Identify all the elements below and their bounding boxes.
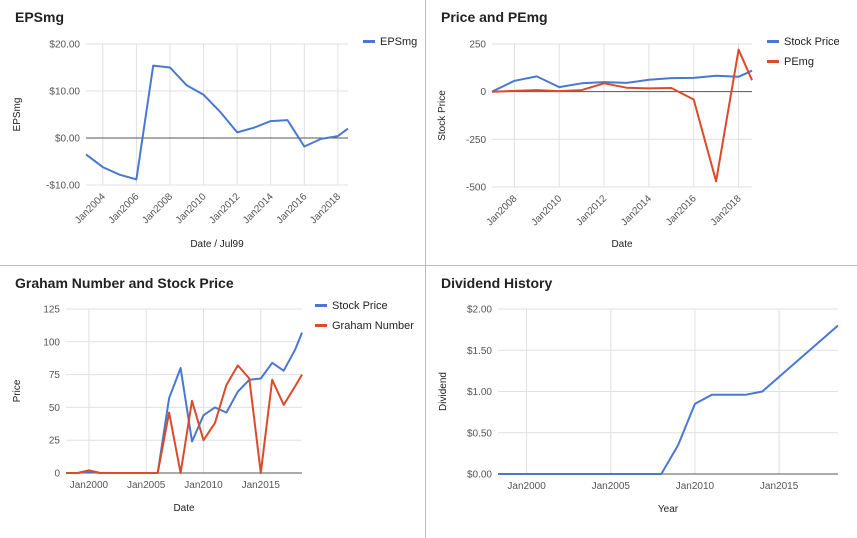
y-tick-label: 250 <box>469 40 486 51</box>
legend-swatch <box>767 60 779 63</box>
y-tick-label: 0 <box>54 469 60 480</box>
y-tick-label: 100 <box>43 337 60 348</box>
x-axis-title: Year <box>658 504 679 515</box>
x-tick-label: Jan2014 <box>619 193 654 228</box>
y-tick-label: $0.00 <box>55 134 80 145</box>
vertical-divider <box>425 0 426 538</box>
x-tick-label: Jan2016 <box>275 191 310 226</box>
legend-label: Stock Price <box>784 36 840 48</box>
x-tick-label: Jan2010 <box>676 481 715 492</box>
chart-panel-epsmg: EPSmg $20.00 $10.00 $0.00 -$10.00 Jan2004 Jan… <box>0 0 425 265</box>
y-tick-label: -250 <box>466 135 486 146</box>
x-tick-label: Jan2008 <box>485 193 520 228</box>
series-line-dividend <box>498 324 839 475</box>
x-tick-label: Jan2014 <box>241 191 276 226</box>
x-tick-label: Jan2008 <box>140 191 175 226</box>
chart-title: Dividend History <box>441 275 553 291</box>
legend-label: Graham Number <box>332 320 414 332</box>
x-tick-label: Jan2010 <box>174 191 209 226</box>
y-tick-label: 0 <box>480 87 486 98</box>
x-tick-label: Jan2018 <box>308 191 343 226</box>
y-tick-label: -500 <box>466 183 486 194</box>
x-tick-label: Jan2012 <box>574 193 609 228</box>
y-tick-label: $0.00 <box>467 470 492 481</box>
x-axis-title: Date / Jul99 <box>190 239 244 250</box>
x-tick-label: Jan2000 <box>507 481 546 492</box>
x-axis-title: Date <box>173 503 195 514</box>
legend-label: PEmg <box>784 56 814 68</box>
y-tick-label: 25 <box>49 436 61 447</box>
x-tick-label: Jan2000 <box>70 480 109 491</box>
x-tick-label: Jan2004 <box>73 191 108 226</box>
y-axis-title: EPSmg <box>12 98 23 132</box>
legend-swatch <box>363 40 375 43</box>
legend-label: EPSmg <box>380 36 417 48</box>
epsmg-chart: $20.00$10.00$0.00-$10.00Jan2004Jan2006Ja… <box>12 36 417 250</box>
graham-chart: 125 100 75 50 25 0 Jan2000 Jan2005 Jan2010 Jan201… <box>12 300 414 514</box>
y-tick-label: $10.00 <box>49 87 80 98</box>
x-tick-label: Jan2015 <box>242 480 281 491</box>
legend-swatch <box>315 304 327 307</box>
y-axis-title: Price <box>12 379 23 402</box>
x-tick-label: Jan2006 <box>107 191 142 226</box>
y-tick-label: 75 <box>49 370 61 381</box>
x-tick-label: Jan2012 <box>207 191 242 226</box>
y-axis-title: Stock Price <box>437 90 448 141</box>
x-axis-title: Date <box>611 239 633 250</box>
chart-panel-graham: Graham Number and Stock Price 125 100 75 50… <box>0 266 425 538</box>
y-tick-label: 50 <box>49 403 61 414</box>
chart-panel-price-pemg: Price and PEmg 250 0 -250 -500 Jan2008 Jan201… <box>426 0 857 265</box>
chart-title: Graham Number and Stock Price <box>15 275 234 291</box>
y-tick-label: 125 <box>43 305 60 316</box>
y-tick-label: $0.50 <box>467 428 492 439</box>
series-line-graham-number <box>66 364 303 474</box>
y-tick-label: $2.00 <box>467 305 492 316</box>
y-tick-label: $1.50 <box>467 346 492 357</box>
chart-panel-dividend: Dividend History $2.00 $1.50 $1.00 $0.50 $0.… <box>426 266 857 538</box>
x-tick-label: Jan2015 <box>760 481 799 492</box>
y-tick-label: -$10.00 <box>46 181 80 192</box>
series-line-stock-price <box>491 69 753 93</box>
x-tick-label: Jan2005 <box>127 480 166 491</box>
x-tick-label: Jan2010 <box>184 480 223 491</box>
horizontal-divider <box>0 265 857 266</box>
y-tick-label: $20.00 <box>49 40 80 51</box>
x-tick-label: Jan2016 <box>664 193 699 228</box>
series-line-epsmg <box>85 64 349 181</box>
dividend-chart: $2.00 $1.50 $1.00 $0.50 $0.00 Jan2000 Jan2005 J… <box>438 305 839 515</box>
x-tick-label: Jan2018 <box>709 193 744 228</box>
y-tick-label: $1.00 <box>467 387 492 398</box>
series-line-pemg <box>491 48 753 183</box>
legend-label: Stock Price <box>332 300 388 312</box>
legend-swatch <box>767 40 779 43</box>
legend-swatch <box>315 324 327 327</box>
chart-title: Price and PEmg <box>441 9 548 25</box>
y-axis-title: Dividend <box>438 372 449 411</box>
x-tick-label: Jan2005 <box>592 481 631 492</box>
chart-title: EPSmg <box>15 9 65 25</box>
x-tick-label: Jan2010 <box>529 193 564 228</box>
